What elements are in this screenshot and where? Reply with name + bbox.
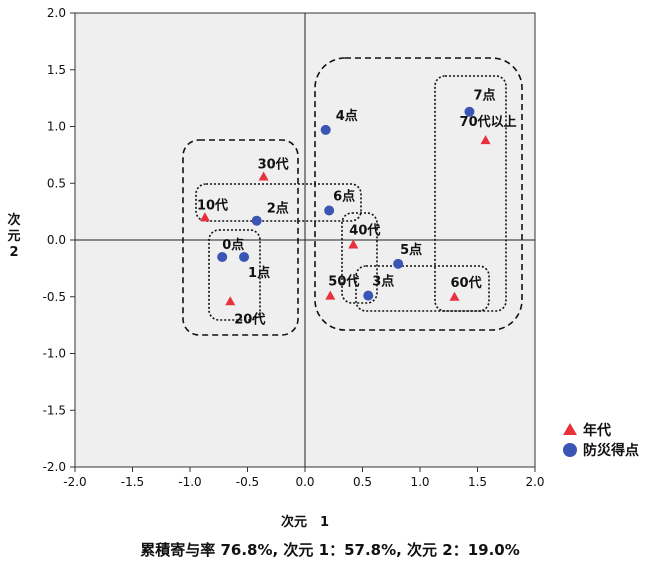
y-axis-title-part3: 2 — [9, 245, 18, 260]
score-marker — [217, 252, 228, 263]
age-marker — [480, 135, 491, 145]
point-label: 70代以上 — [460, 114, 517, 130]
point-label: 40代 — [349, 223, 380, 239]
y-tick-label: 2.0 — [47, 6, 66, 20]
cluster-dotted-40 — [341, 212, 378, 304]
age-marker — [199, 212, 210, 222]
legend-label-age: 年代 — [583, 422, 611, 439]
point-label: 6点 — [333, 188, 355, 204]
score-marker — [363, 290, 374, 301]
score-marker — [464, 106, 475, 117]
y-axis-title-part1: 次 — [7, 212, 20, 228]
y-tick-label: 0.0 — [47, 233, 66, 247]
point-label: 60代 — [451, 275, 482, 291]
y-axis-title-part2: 元 — [7, 229, 20, 244]
score-marker — [239, 252, 250, 263]
score-marker — [324, 205, 335, 216]
point-label: 10代 — [197, 197, 228, 213]
point-label: 30代 — [258, 156, 289, 172]
x-tick-label: -1.5 — [121, 475, 144, 489]
legend-circle-marker — [563, 443, 577, 457]
cluster-dotted-bottom — [355, 265, 490, 312]
x-tick-label: -2.0 — [63, 475, 86, 489]
x-tick-label: 0.0 — [295, 475, 314, 489]
x-tick-label: -0.5 — [236, 475, 259, 489]
age-marker — [325, 290, 336, 300]
point-label: 3点 — [372, 274, 394, 290]
point-label: 20代 — [234, 311, 265, 327]
score-marker — [393, 258, 404, 269]
cluster-dashed-right — [314, 57, 523, 331]
cluster-dashed-left — [182, 139, 299, 336]
point-label: 4点 — [336, 108, 358, 124]
age-marker — [449, 291, 460, 301]
y-tick-label: -1.0 — [43, 347, 66, 361]
x-tick-label: 1.0 — [410, 475, 429, 489]
y-tick-label: -1.5 — [43, 403, 66, 417]
chart-caption: 累積寄与率 76.8%, 次元 1：57.8%, 次元 2：19.0% — [140, 541, 520, 559]
point-label: 5点 — [400, 242, 422, 258]
x-tick-label: 0.5 — [353, 475, 372, 489]
age-marker — [258, 171, 269, 181]
y-tick-label: 1.0 — [47, 120, 66, 134]
point-label: 7点 — [473, 88, 495, 104]
legend-label-score: 防災得点 — [583, 442, 639, 459]
x-tick-label: 2.0 — [525, 475, 544, 489]
point-label: 0点 — [222, 237, 244, 253]
legend-triangle-marker — [563, 423, 577, 435]
cluster-outlines — [182, 57, 523, 336]
cluster-dotted-row — [195, 183, 362, 222]
y-tick-label: -0.5 — [43, 290, 66, 304]
cluster-dotted-tall — [434, 75, 507, 312]
point-label: 1点 — [248, 265, 270, 281]
x-axis-title: 次元 1 — [281, 514, 329, 530]
origin-lines — [75, 13, 535, 467]
y-tick-label: 1.5 — [47, 63, 66, 77]
x-tick-label: -1.0 — [178, 475, 201, 489]
legend: 年代 防災得点 — [563, 422, 639, 459]
age-marker — [348, 239, 359, 249]
y-tick-label: 0.5 — [47, 176, 66, 190]
cluster-dotted-0-20 — [208, 229, 261, 321]
x-tick-label: 1.5 — [468, 475, 487, 489]
age-marker — [225, 296, 236, 306]
point-label: 50代 — [328, 274, 359, 290]
axis-ticks: -2.0 -1.5 -1.0 -0.5 0.0 0.5 1.0 1.5 2.0 2.0 1.5 1.0… — [43, 6, 545, 489]
score-marker — [320, 124, 331, 135]
point-label: 2点 — [267, 201, 289, 217]
y-tick-label: -2.0 — [43, 460, 66, 474]
score-marker — [251, 215, 262, 226]
data-points — [199, 106, 491, 306]
